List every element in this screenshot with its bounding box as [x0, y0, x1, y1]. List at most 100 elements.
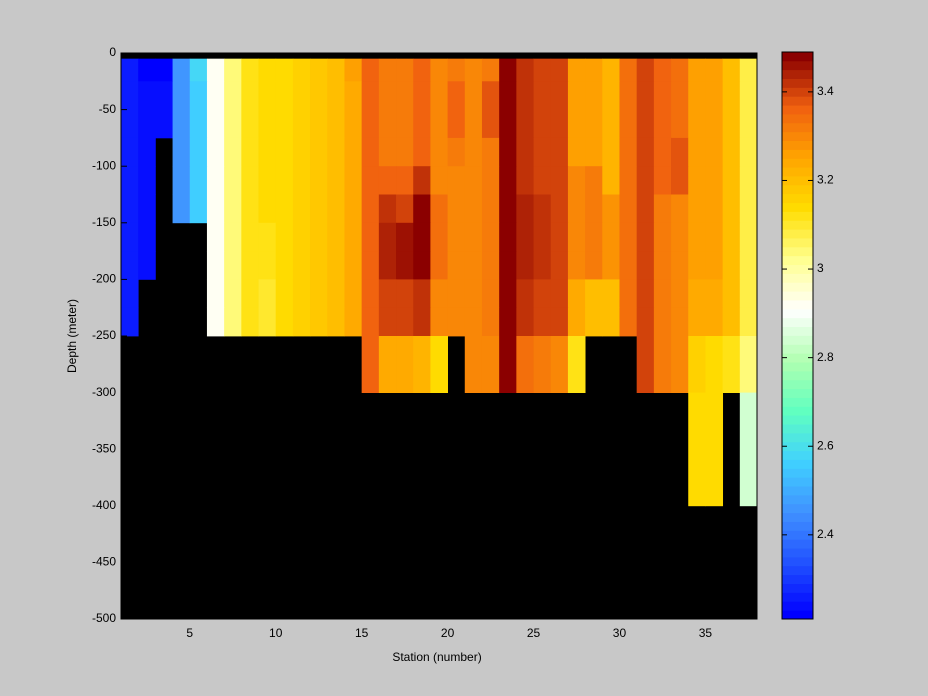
- heatmap-cell: [739, 336, 758, 393]
- heatmap-cell: [567, 81, 586, 139]
- heatmap-cell: [619, 279, 638, 309]
- heatmap-cell: [344, 81, 363, 139]
- heatmap-cell: [722, 194, 741, 224]
- y-tick-label: -50: [99, 102, 117, 116]
- heatmap-cell: [396, 58, 414, 82]
- heatmap-cell: [241, 58, 259, 82]
- heatmap-cell: [310, 222, 328, 252]
- colorbar-band: [782, 60, 813, 71]
- colorbar-band: [782, 353, 813, 363]
- colorbar-band: [782, 131, 813, 141]
- heatmap-cell: [310, 279, 328, 309]
- heatmap-cell: [481, 166, 500, 195]
- heatmap-cell: [378, 222, 397, 252]
- heatmap-cell: [138, 81, 156, 139]
- heatmap-cell: [310, 81, 328, 139]
- heatmap-cell: [722, 81, 741, 139]
- heatmap-cell: [688, 336, 706, 393]
- colorbar-tick-label: 2.4: [817, 527, 834, 541]
- heatmap-cell: [705, 58, 724, 82]
- heatmap-cell: [344, 279, 363, 309]
- heatmap-cell: [739, 137, 758, 167]
- heatmap-cell: [241, 194, 259, 224]
- heatmap-cell: [481, 137, 500, 167]
- heatmap-cell: [378, 58, 397, 82]
- y-tick-label: -350: [92, 441, 116, 455]
- x-tick-label: 5: [186, 626, 193, 640]
- heatmap-cell: [653, 336, 672, 393]
- heatmap-cell: [464, 251, 483, 280]
- colorbar-band: [782, 548, 813, 558]
- heatmap-cell: [567, 58, 586, 82]
- heatmap-cell: [172, 137, 191, 167]
- heatmap-cell: [499, 279, 517, 309]
- heatmap-cell: [121, 166, 139, 195]
- colorbar-band: [782, 388, 813, 398]
- heatmap-cell: [413, 194, 431, 224]
- heatmap-cell: [258, 137, 277, 167]
- heatmap-cell: [636, 222, 655, 252]
- heatmap-cell: [533, 251, 552, 280]
- heatmap-cell: [172, 166, 191, 195]
- heatmap-cell: [189, 137, 208, 167]
- heatmap-cell: [224, 279, 242, 309]
- heatmap-cell: [430, 137, 448, 167]
- heatmap-cell: [224, 194, 242, 224]
- colorbar-band: [782, 326, 813, 336]
- heatmap-cell: [189, 81, 208, 139]
- colorbar-band: [782, 87, 813, 97]
- colorbar-band: [782, 158, 813, 168]
- colorbar-band: [782, 96, 813, 106]
- heatmap-cell: [602, 307, 620, 337]
- heatmap-cell: [533, 58, 552, 82]
- heatmap-cell: [310, 58, 328, 82]
- colorbar-band: [782, 565, 813, 576]
- heatmap-cell: [430, 222, 448, 252]
- heatmap-cell: [533, 166, 552, 195]
- heatmap-cell: [447, 279, 466, 309]
- heatmap-cell: [653, 251, 672, 280]
- heatmap-cell: [671, 194, 689, 224]
- heatmap-cell: [705, 307, 724, 337]
- colorbar-tick-label: 3.4: [817, 84, 834, 98]
- heatmap-cell: [327, 58, 345, 82]
- heatmap-cell: [361, 279, 380, 309]
- heatmap-cell: [516, 194, 534, 224]
- heatmap-cell: [327, 251, 345, 280]
- heatmap-cell: [550, 137, 569, 167]
- heatmap-cell: [224, 81, 242, 139]
- heatmap-cell: [206, 166, 225, 195]
- colorbar-band: [782, 300, 813, 310]
- colorbar-band: [782, 477, 813, 487]
- colorbar-band: [782, 415, 813, 425]
- heatmap-cell: [121, 222, 139, 252]
- heatmap-cell: [206, 58, 225, 82]
- heatmap-cell: [602, 58, 620, 82]
- heatmap-cell: [327, 166, 345, 195]
- heatmap-cell: [722, 307, 741, 337]
- colorbar-band: [782, 432, 813, 443]
- heatmap-cell: [688, 222, 706, 252]
- heatmap-cell: [121, 307, 139, 337]
- heatmap-cell: [292, 307, 311, 337]
- heatmap-cell: [705, 222, 724, 252]
- heatmap-cell: [567, 166, 586, 195]
- colorbar-tick-label: 2.8: [817, 350, 834, 364]
- heatmap-cell: [292, 137, 311, 167]
- heatmap-cell: [516, 58, 534, 82]
- heatmap-cell: [258, 307, 277, 337]
- heatmap-cell: [241, 222, 259, 252]
- heatmap-cell: [310, 194, 328, 224]
- heatmap-cell: [567, 336, 586, 393]
- heatmap-cell: [464, 81, 483, 139]
- x-tick-label: 15: [355, 626, 369, 640]
- heatmap-cell: [671, 251, 689, 280]
- heatmap-cell: [172, 81, 191, 139]
- colorbar-band: [782, 397, 813, 407]
- colorbar-band: [782, 583, 813, 593]
- heatmap-cell: [602, 194, 620, 224]
- colorbar-band: [782, 459, 813, 469]
- heatmap-cell: [413, 251, 431, 280]
- heatmap-cell: [550, 251, 569, 280]
- heatmap-cell: [430, 194, 448, 224]
